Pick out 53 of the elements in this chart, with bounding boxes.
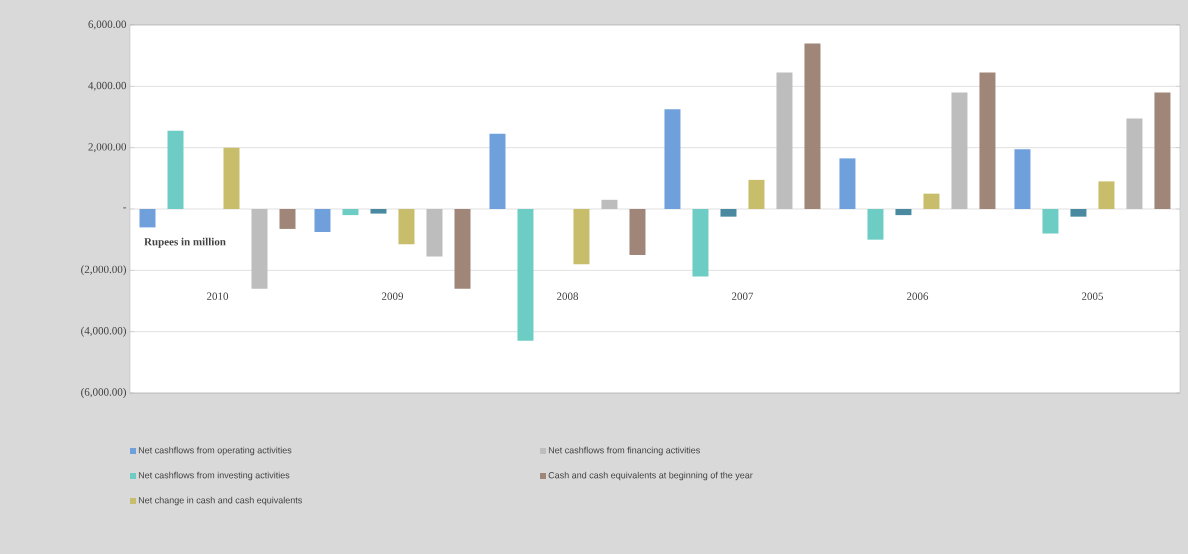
bar: [517, 208, 534, 341]
bar: [979, 72, 996, 209]
bar: [776, 72, 793, 209]
bar: [573, 208, 590, 265]
bar: [720, 208, 737, 217]
legend-label: Net change in cash and cash equivalents: [138, 496, 302, 506]
bar: [1154, 92, 1171, 209]
bar: [342, 208, 359, 216]
bar: [923, 193, 940, 209]
x-tick-label: 2005: [1081, 292, 1104, 300]
legend-label: Net cashflows from operating activities: [138, 446, 292, 456]
bar: [895, 208, 912, 216]
y-tick-label: (6,000.00): [81, 388, 126, 398]
bar: [454, 208, 471, 289]
x-tick-label: 2007: [731, 292, 754, 300]
bar: [223, 147, 240, 209]
bar: [426, 208, 443, 257]
legend-label: Net cashflows from investing activities: [138, 471, 290, 481]
bar: [804, 43, 821, 209]
y-tick-label: (4,000.00): [81, 326, 126, 337]
x-tick-label: 2006: [906, 292, 929, 300]
bar: [398, 208, 415, 245]
bar: [664, 109, 681, 209]
y-tick-label: 4,000.00: [88, 81, 127, 91]
bar: [1042, 208, 1059, 234]
bar: [370, 208, 387, 214]
y-tick-label: -: [123, 207, 127, 209]
x-tick-label: 2009: [381, 292, 404, 300]
bar: [1070, 208, 1087, 217]
legend-label: Cash and cash equivalents at beginning of the year: [548, 471, 753, 481]
bar: [601, 199, 618, 209]
y-tick-label: 2,000.00: [88, 143, 127, 153]
bar: [489, 133, 506, 209]
bar: [314, 208, 331, 232]
bar: [1014, 149, 1031, 209]
bar: [748, 179, 765, 209]
bar: [692, 208, 709, 277]
legend-label: Net cashflows from financing activities: [548, 446, 700, 456]
bar: [1098, 181, 1115, 209]
bar: [139, 208, 156, 228]
y-tick-label: (2,000.00): [81, 265, 126, 276]
x-tick-label: 2010: [206, 292, 229, 300]
x-tick-label: 2008: [556, 292, 579, 300]
bar: [1126, 118, 1143, 209]
bar: [629, 208, 646, 255]
annotation: Rupees in million: [144, 237, 226, 248]
bar: [279, 208, 296, 229]
bar: [251, 208, 268, 289]
bar: [951, 92, 968, 209]
bar: [839, 158, 856, 209]
bar: [167, 130, 184, 209]
bar: [867, 208, 884, 240]
y-tick-label: 6,000.00: [88, 20, 127, 30]
